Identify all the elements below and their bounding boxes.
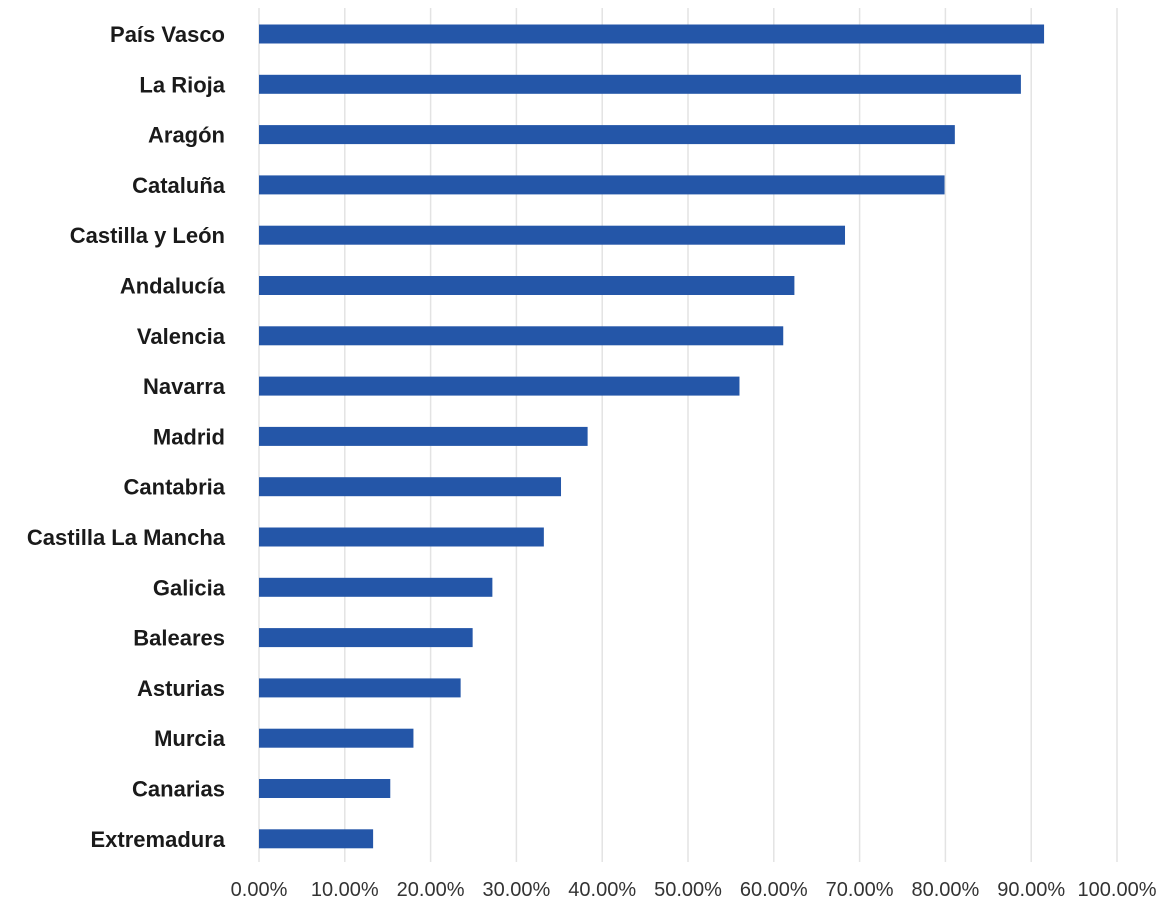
x-tick-label: 100.00% (1078, 879, 1157, 901)
category-label: Madrid (153, 424, 225, 449)
category-label: Valencia (137, 324, 226, 349)
x-tick-label: 50.00% (654, 879, 722, 901)
x-tick-label: 60.00% (740, 879, 808, 901)
x-axis-tick-labels: 0.00% 10.00% 20.00% 30.00% 40.00% 50.00% 60.00… (231, 879, 1157, 901)
category-label: Navarra (143, 374, 226, 399)
bar (259, 477, 562, 497)
bar (259, 527, 544, 547)
bar (259, 276, 795, 295)
bar (259, 125, 955, 145)
bar (259, 628, 473, 648)
bar (259, 74, 1021, 94)
bar (259, 728, 414, 748)
category-label: País Vasco (110, 22, 225, 47)
bar (259, 829, 374, 849)
category-label: Cantabria (124, 475, 226, 500)
gridlines (258, 8, 1118, 862)
bar (259, 326, 784, 346)
category-label: Castilla La Mancha (27, 525, 226, 550)
bar (259, 577, 493, 597)
bar (259, 779, 391, 798)
category-label: Cataluña (132, 173, 226, 198)
x-tick-label: 80.00% (911, 879, 979, 901)
category-label: Aragón (148, 123, 225, 148)
x-tick-label: 0.00% (231, 879, 288, 901)
bars (259, 24, 1045, 849)
category-labels: País Vasco La Rioja Aragón Cataluña Castilla… (27, 22, 226, 852)
category-label: La Rioja (139, 72, 225, 97)
bar (259, 426, 588, 446)
category-label: Andalucía (120, 274, 226, 299)
category-label: Castilla y León (70, 223, 225, 248)
category-label: Canarias (132, 777, 225, 802)
category-label: Galicia (153, 575, 226, 600)
bar (259, 678, 461, 698)
category-label: Baleares (133, 626, 225, 651)
category-label: Murcia (154, 726, 226, 751)
category-label: Extremadura (90, 827, 225, 852)
bar (259, 225, 846, 245)
x-tick-label: 90.00% (997, 879, 1065, 901)
category-label: Asturias (137, 676, 225, 701)
x-tick-label: 30.00% (482, 879, 550, 901)
x-tick-label: 40.00% (568, 879, 636, 901)
bar (259, 175, 945, 195)
x-tick-label: 70.00% (826, 879, 894, 901)
x-tick-label: 10.00% (311, 879, 379, 901)
bar (259, 24, 1045, 44)
x-tick-label: 20.00% (397, 879, 465, 901)
bar (259, 376, 740, 396)
